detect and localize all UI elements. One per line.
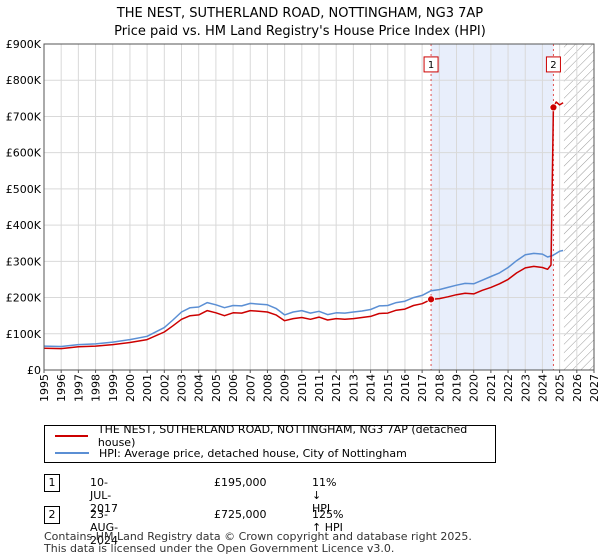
x-tick-label: 2017 — [416, 374, 429, 402]
x-tick-label: 2002 — [158, 374, 171, 402]
x-tick-label: 2026 — [571, 374, 584, 402]
sale-date: 23-AUG-2024 — [90, 508, 119, 547]
sale-price: £195,000 — [214, 476, 267, 489]
x-tick-label: 2004 — [193, 374, 206, 402]
x-tick-label: 1995 — [38, 374, 51, 402]
x-tick-label: 2000 — [124, 374, 137, 402]
chart-title: THE NEST, SUTHERLAND ROAD, NOTTINGHAM, N… — [116, 6, 484, 21]
sale-date: 10-JUL-2017 — [90, 476, 118, 515]
hpi-line — [43, 249, 564, 348]
sale-label-box — [423, 56, 439, 73]
x-tick-label: 1996 — [55, 374, 68, 402]
sale-number-badge: 1 — [44, 474, 60, 492]
sale-label-box — [545, 56, 561, 73]
x-tick-label: 2005 — [210, 374, 223, 402]
x-tick-label: 1998 — [90, 374, 103, 402]
y-tick-label: £800K — [6, 74, 42, 87]
sale-label-text: 2 — [550, 60, 556, 71]
x-tick-label: 2007 — [244, 374, 257, 402]
x-tick-label: 2008 — [261, 374, 274, 402]
x-tick-label: 2022 — [502, 374, 515, 402]
x-tick-label: 2012 — [330, 374, 343, 402]
x-tick-label: 2018 — [433, 374, 446, 402]
legend-item-property: THE NEST, SUTHERLAND ROAD, NOTTINGHAM, N… — [55, 423, 495, 449]
x-tick-label: 2016 — [399, 374, 412, 402]
legend-label-hpi: HPI: Average price, detached house, City… — [99, 446, 407, 460]
footer-attribution: Contains HM Land Registry data © Crown c… — [44, 531, 472, 555]
x-tick-label: 2015 — [382, 374, 395, 402]
sale-hpi-change: 11% ↓ HPI — [312, 476, 337, 515]
x-tick-label: 2013 — [347, 374, 360, 402]
y-tick-label: £700K — [6, 110, 42, 123]
y-tick-label: £600K — [6, 147, 42, 160]
chart-legend: THE NEST, SUTHERLAND ROAD, NOTTINGHAM, N… — [44, 423, 496, 463]
x-tick-label: 2025 — [554, 374, 567, 402]
legend-swatch-hpi — [55, 452, 89, 454]
footer-line-2: This data is licensed under the Open Gov… — [44, 542, 395, 555]
x-tick-label: 2010 — [296, 374, 309, 402]
chart-subtitle: Price paid vs. HM Land Registry's House … — [114, 24, 486, 39]
footer-line-1: Contains HM Land Registry data © Crown c… — [44, 530, 472, 543]
x-tick-label: 2027 — [588, 374, 600, 402]
legend-label-property: THE NEST, SUTHERLAND ROAD, NOTTINGHAM, N… — [97, 423, 468, 449]
x-tick-label: 2014 — [365, 374, 378, 402]
property-price-line — [43, 101, 564, 350]
x-tick-label: 1999 — [107, 374, 120, 402]
y-tick-label: £400K — [6, 219, 42, 232]
x-tick-label: 2020 — [468, 374, 481, 402]
x-tick-label: 2019 — [451, 374, 464, 402]
x-tick-label: 2021 — [485, 374, 498, 402]
sale-point — [549, 103, 558, 112]
legend-swatch-property — [55, 435, 88, 437]
y-tick-label: £900K — [6, 38, 42, 51]
sale-point — [427, 295, 435, 304]
y-tick-label: £300K — [6, 255, 42, 268]
future-hatch — [563, 44, 594, 370]
legend-item-hpi: HPI: Average price, detached house, City… — [55, 445, 407, 461]
x-tick-label: 2011 — [313, 374, 326, 402]
y-tick-label: £100K — [6, 328, 42, 341]
sale-label-text: 1 — [428, 60, 434, 71]
y-tick-label: £500K — [6, 183, 42, 196]
x-tick-label: 2009 — [279, 374, 292, 402]
price-chart: 1 2 £0 £100K £200K £300K £400K £500K £600K £700K £… — [6, 38, 600, 402]
x-tick-label: 1997 — [72, 374, 85, 402]
sale-price: £725,000 — [214, 508, 267, 521]
x-tick-label: 2003 — [176, 374, 189, 402]
x-tick-label: 2024 — [536, 374, 549, 402]
x-tick-label: 2001 — [141, 374, 154, 402]
ownership-shade — [431, 44, 554, 370]
y-tick-label: £200K — [6, 292, 42, 305]
x-tick-label: 2023 — [519, 374, 532, 402]
sale-number-badge: 2 — [44, 506, 60, 524]
y-tick-label: £0 — [27, 364, 41, 377]
sale-hpi-change: 125% ↑ HPI — [312, 508, 344, 534]
x-tick-label: 2006 — [227, 374, 240, 402]
